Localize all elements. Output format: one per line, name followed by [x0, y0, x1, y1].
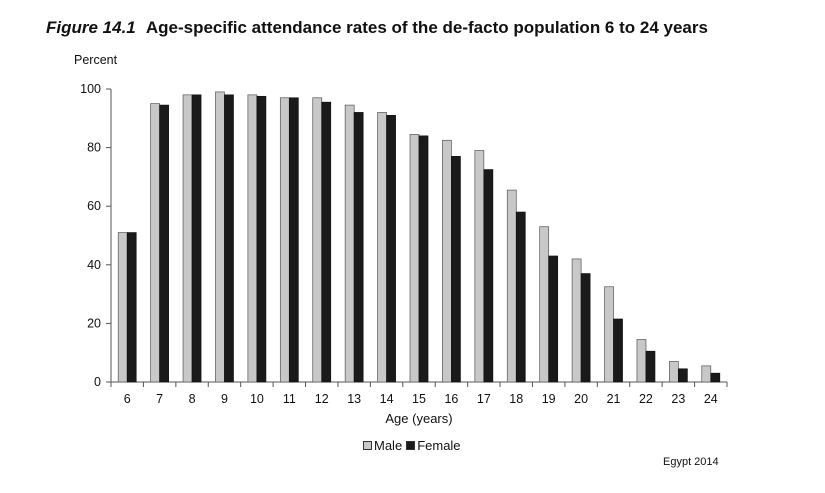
- y-tick-label: 80: [87, 141, 101, 155]
- bar-female-age-21: [613, 318, 623, 383]
- x-axis-label: Age (years): [385, 411, 452, 426]
- bar-male-age-8: [182, 94, 193, 383]
- source-note: Egypt 2014: [663, 456, 719, 468]
- x-tick-label: 18: [509, 392, 523, 406]
- x-tick-label: 21: [607, 392, 621, 406]
- bar-female-age-24: [710, 372, 721, 383]
- x-tick-label: 23: [671, 392, 685, 406]
- x-tick-label: 12: [315, 392, 329, 406]
- x-tick-label: 22: [639, 392, 653, 406]
- bar-male-age-22: [636, 339, 647, 383]
- x-tick-label: 14: [380, 392, 394, 406]
- bar-female-age-6: [126, 232, 137, 383]
- x-tick-label: 6: [124, 392, 131, 406]
- figure-number: Figure 14.1: [46, 18, 136, 37]
- bar-male-age-16: [442, 139, 452, 383]
- x-tick-label: 13: [347, 392, 361, 406]
- x-tick-label: 20: [574, 392, 588, 406]
- bar-male-age-23: [669, 361, 679, 383]
- legend-swatch-female: [406, 441, 416, 450]
- legend-label-male: Male: [374, 438, 403, 453]
- x-tick-label: 9: [221, 392, 228, 406]
- bar-female-age-18: [515, 211, 526, 383]
- bar-male-age-7: [150, 103, 160, 383]
- bar-female-age-9: [224, 94, 234, 383]
- y-tick-label: 20: [87, 316, 101, 330]
- bar-male-age-20: [571, 258, 582, 383]
- bar-female-age-14: [386, 115, 396, 383]
- legend-item-female: Female: [406, 438, 461, 453]
- bar-male-age-21: [604, 286, 614, 383]
- bar-male-age-17: [474, 150, 485, 383]
- bar-male-age-10: [247, 94, 258, 383]
- legend-swatch-male: [363, 441, 372, 450]
- bar-male-age-6: [117, 232, 128, 383]
- chart-title: Figure 14.1 Age-specific attendance rate…: [46, 18, 708, 38]
- x-tick-label: 11: [283, 392, 296, 406]
- bar-female-age-15: [418, 135, 429, 383]
- bar-male-age-13: [344, 104, 355, 383]
- legend-label-female: Female: [417, 438, 461, 453]
- bar-female-age-8: [191, 94, 202, 383]
- bar-male-age-14: [377, 112, 387, 383]
- bar-female-age-10: [256, 95, 267, 383]
- x-tick-label: 8: [189, 392, 196, 406]
- x-tick-label: 17: [477, 392, 491, 406]
- bar-female-age-13: [353, 112, 364, 383]
- bar-male-age-24: [701, 365, 712, 383]
- bar-female-age-20: [580, 273, 591, 383]
- figure-title: Age-specific attendance rates of the de-…: [145, 18, 708, 37]
- bar-male-age-18: [506, 189, 517, 383]
- bar-female-age-12: [321, 101, 332, 383]
- y-tick-label: 100: [80, 82, 101, 96]
- y-axis-label: Percent: [74, 53, 118, 67]
- x-tick-label: 24: [704, 392, 718, 406]
- bar-female-age-22: [645, 350, 656, 383]
- x-tick-label: 16: [444, 392, 458, 406]
- bar-female-age-19: [548, 255, 559, 383]
- bar-female-age-7: [159, 104, 169, 383]
- bar-male-age-9: [215, 91, 225, 383]
- bar-female-age-17: [483, 169, 494, 383]
- x-tick-label: 15: [412, 392, 426, 406]
- x-tick-label: 19: [542, 392, 556, 406]
- y-tick-label: 60: [87, 199, 101, 213]
- bar-female-age-23: [678, 368, 688, 383]
- bar-male-age-11: [279, 97, 290, 383]
- y-tick-label: 0: [94, 375, 101, 389]
- y-tick-label: 40: [87, 258, 101, 272]
- bar-male-age-19: [539, 226, 550, 383]
- bar-male-age-12: [312, 97, 323, 383]
- x-tick-label: 10: [250, 392, 264, 406]
- x-tick-label: 7: [156, 392, 163, 406]
- bar-female-age-11: [288, 97, 299, 383]
- legend: Male Female: [363, 438, 465, 453]
- bar-male-age-15: [409, 134, 420, 383]
- legend-item-male: Male: [363, 438, 402, 453]
- bar-female-age-16: [451, 156, 461, 383]
